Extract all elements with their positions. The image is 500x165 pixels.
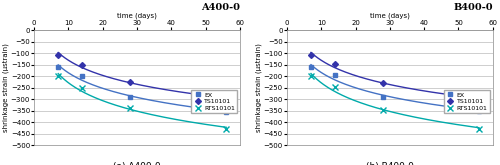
RTS10101 (55, 75, 61, 77)
EX (476, 110, 482, 112)
TS10101 (79, 64, 85, 66)
Y-axis label: shrinkage strain (µstrain): shrinkage strain (µstrain) (3, 43, 10, 132)
EX (380, 96, 386, 98)
EX (79, 75, 85, 77)
RTS10101 (223, 128, 229, 130)
Text: (a) A400-0: (a) A400-0 (114, 162, 161, 165)
TS10101 (332, 64, 338, 66)
EX (332, 74, 338, 76)
Line: TS10101: TS10101 (309, 52, 481, 101)
X-axis label: time (days): time (days) (370, 13, 410, 19)
EX (223, 111, 229, 113)
Line: RTS10101: RTS10101 (56, 74, 229, 132)
RTS10101 (332, 86, 338, 88)
TS10101 (127, 81, 133, 83)
RTS10101 (127, 108, 133, 110)
EX (127, 96, 133, 98)
RTS10101 (380, 109, 386, 111)
TS10101 (223, 98, 229, 100)
EX (55, 66, 61, 68)
TS10101 (476, 98, 482, 100)
RTS10101 (308, 75, 314, 77)
EX (308, 66, 314, 68)
Legend: EX, TS10101, RTS10101: EX, TS10101, RTS10101 (191, 90, 237, 113)
Legend: EX, TS10101, RTS10101: EX, TS10101, RTS10101 (444, 90, 490, 113)
TS10101 (55, 54, 61, 56)
TS10101 (380, 82, 386, 84)
TS10101 (308, 54, 314, 56)
Line: RTS10101: RTS10101 (308, 74, 482, 132)
RTS10101 (79, 87, 85, 89)
Line: TS10101: TS10101 (56, 52, 229, 101)
Line: EX: EX (309, 65, 481, 113)
RTS10101 (476, 128, 482, 130)
Text: A400-0: A400-0 (201, 3, 240, 12)
Y-axis label: shrinkage strain (µstrain): shrinkage strain (µstrain) (256, 43, 262, 132)
Line: EX: EX (56, 65, 229, 114)
Text: (b) B400-0: (b) B400-0 (366, 162, 414, 165)
X-axis label: time (days): time (days) (117, 13, 157, 19)
Text: B400-0: B400-0 (453, 3, 492, 12)
